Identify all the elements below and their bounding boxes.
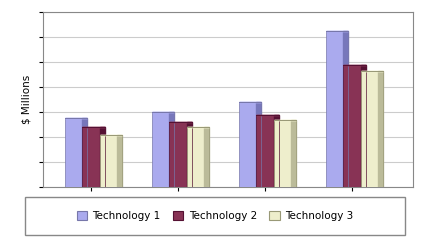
Bar (273, 120, 291, 187)
Bar (100, 135, 117, 187)
Polygon shape (117, 135, 122, 187)
Bar (343, 65, 361, 187)
Polygon shape (378, 71, 383, 187)
Bar (326, 31, 343, 187)
Polygon shape (82, 118, 87, 187)
Bar (187, 127, 204, 187)
Polygon shape (187, 122, 192, 187)
Y-axis label: $ Millions: $ Millions (21, 75, 31, 124)
Bar (361, 71, 378, 187)
Polygon shape (361, 65, 366, 187)
Polygon shape (343, 31, 348, 187)
Bar (65, 118, 82, 187)
Bar (152, 112, 169, 187)
Polygon shape (169, 112, 175, 187)
X-axis label: Years: Years (211, 199, 245, 212)
Polygon shape (256, 102, 261, 187)
Bar (256, 115, 273, 187)
Bar (239, 102, 256, 187)
Polygon shape (273, 115, 279, 187)
Polygon shape (204, 127, 209, 187)
Legend: Technology 1, Technology 2, Technology 3: Technology 1, Technology 2, Technology 3 (71, 206, 359, 226)
Polygon shape (291, 120, 296, 187)
Bar (169, 122, 187, 187)
Polygon shape (100, 127, 105, 187)
Bar (82, 127, 100, 187)
